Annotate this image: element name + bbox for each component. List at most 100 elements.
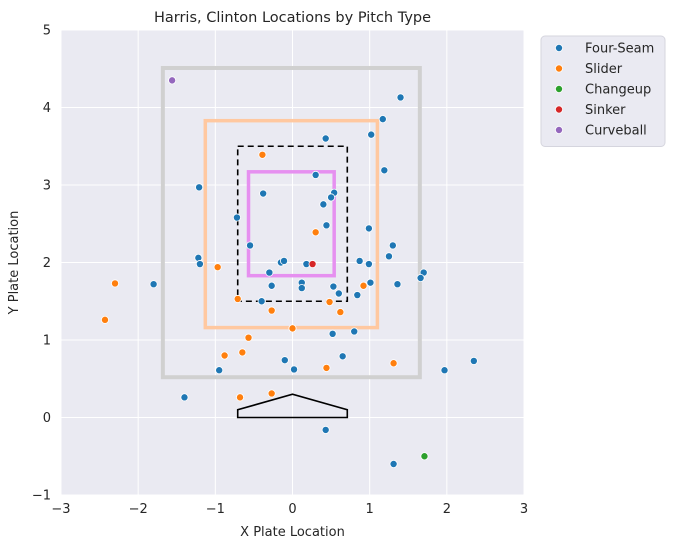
legend: Four-Seam Slider Changeup Sinker Curveball	[540, 35, 666, 147]
y-tick-label: 3	[43, 179, 51, 194]
point-four-seam	[327, 193, 336, 202]
point-four-seam	[364, 224, 373, 233]
legend-label: Slider	[585, 62, 623, 77]
point-slider	[233, 294, 242, 303]
point-four-seam	[319, 200, 328, 209]
point-slider	[238, 348, 247, 357]
point-four-seam	[380, 166, 389, 175]
point-four-seam	[388, 241, 397, 250]
x-tick-label: 3	[520, 502, 528, 517]
y-tick-label: 0	[43, 411, 51, 426]
point-four-seam	[297, 284, 306, 293]
point-four-seam	[195, 260, 204, 269]
point-curveball	[168, 76, 177, 85]
point-four-seam	[384, 252, 393, 261]
zone-rect	[236, 145, 349, 303]
point-slider	[336, 308, 345, 317]
x-tick-label: 0	[288, 502, 296, 517]
point-four-seam	[366, 278, 375, 287]
point-slider	[100, 315, 109, 324]
chart-title: Harris, Clinton Locations by Pitch Type	[154, 10, 431, 26]
legend-marker	[555, 85, 564, 94]
x-axis-label: X Plate Location	[240, 525, 345, 540]
point-four-seam	[280, 356, 289, 365]
legend-label: Sinker	[585, 103, 626, 118]
point-four-seam	[259, 189, 268, 198]
y-tick-label: 4	[43, 101, 51, 116]
x-tick-label: −1	[206, 502, 225, 517]
point-slider	[213, 263, 222, 272]
point-four-seam	[350, 327, 359, 336]
point-four-seam	[265, 268, 274, 277]
point-slider	[311, 228, 320, 237]
point-four-seam	[267, 281, 276, 290]
x-tick-label: 2	[443, 502, 451, 517]
point-four-seam	[290, 365, 299, 374]
point-four-seam	[232, 213, 241, 222]
legend-label: Changeup	[585, 83, 651, 98]
point-four-seam	[389, 459, 398, 468]
y-axis-ticks: −1 0 1 2 3 4 5	[32, 24, 51, 504]
point-four-seam	[440, 366, 449, 375]
point-four-seam	[311, 170, 320, 179]
legend-marker	[555, 105, 564, 114]
y-tick-label: 5	[43, 24, 51, 39]
point-slider	[111, 279, 120, 288]
point-four-seam	[321, 425, 330, 434]
point-four-seam	[334, 289, 343, 298]
zone-rect	[246, 170, 336, 278]
point-slider	[389, 359, 398, 368]
point-four-seam	[180, 393, 189, 402]
x-axis-ticks: −3 −2 −1 0 1 2 3	[51, 502, 528, 517]
point-four-seam	[322, 221, 331, 230]
point-four-seam	[353, 291, 362, 300]
y-tick-label: 2	[43, 256, 51, 271]
point-four-seam	[195, 183, 204, 192]
point-changeup	[420, 452, 429, 461]
legend-label: Curveball	[585, 124, 647, 139]
legend-box	[540, 35, 666, 147]
y-tick-label: −1	[32, 489, 51, 504]
point-four-seam	[257, 297, 266, 306]
point-four-seam	[328, 329, 337, 338]
point-four-seam	[246, 241, 255, 250]
y-tick-label: 1	[43, 334, 51, 349]
point-slider	[267, 306, 276, 315]
legend-label: Four-Seam	[585, 42, 654, 57]
grid	[60, 29, 525, 496]
point-slider	[244, 333, 253, 342]
point-four-seam	[215, 366, 224, 375]
point-four-seam	[355, 256, 364, 265]
point-four-seam	[469, 356, 478, 365]
point-slider	[288, 324, 297, 333]
point-sinker	[308, 260, 317, 269]
y-axis-label: Y Plate Location	[7, 211, 22, 316]
point-slider	[267, 389, 276, 398]
point-slider	[359, 281, 368, 290]
point-four-seam	[329, 282, 338, 291]
point-slider	[258, 150, 267, 159]
point-slider	[322, 363, 331, 372]
home-plate	[236, 393, 349, 419]
point-four-seam	[338, 352, 347, 361]
legend-marker	[555, 44, 564, 53]
legend-marker	[555, 64, 564, 73]
point-four-seam	[149, 280, 158, 289]
x-tick-label: −3	[51, 502, 70, 517]
point-four-seam	[321, 134, 330, 143]
legend-marker	[555, 126, 564, 135]
point-four-seam	[367, 130, 376, 139]
point-four-seam	[280, 256, 289, 265]
point-four-seam	[396, 93, 405, 102]
point-four-seam	[378, 115, 387, 124]
x-tick-label: 1	[366, 502, 374, 517]
point-slider	[220, 351, 229, 360]
x-tick-label: −2	[129, 502, 148, 517]
point-four-seam	[393, 280, 402, 289]
zone-rect	[160, 65, 422, 380]
point-slider	[236, 393, 245, 402]
point-four-seam	[416, 273, 425, 282]
point-slider	[325, 298, 334, 307]
data-points	[100, 76, 478, 468]
